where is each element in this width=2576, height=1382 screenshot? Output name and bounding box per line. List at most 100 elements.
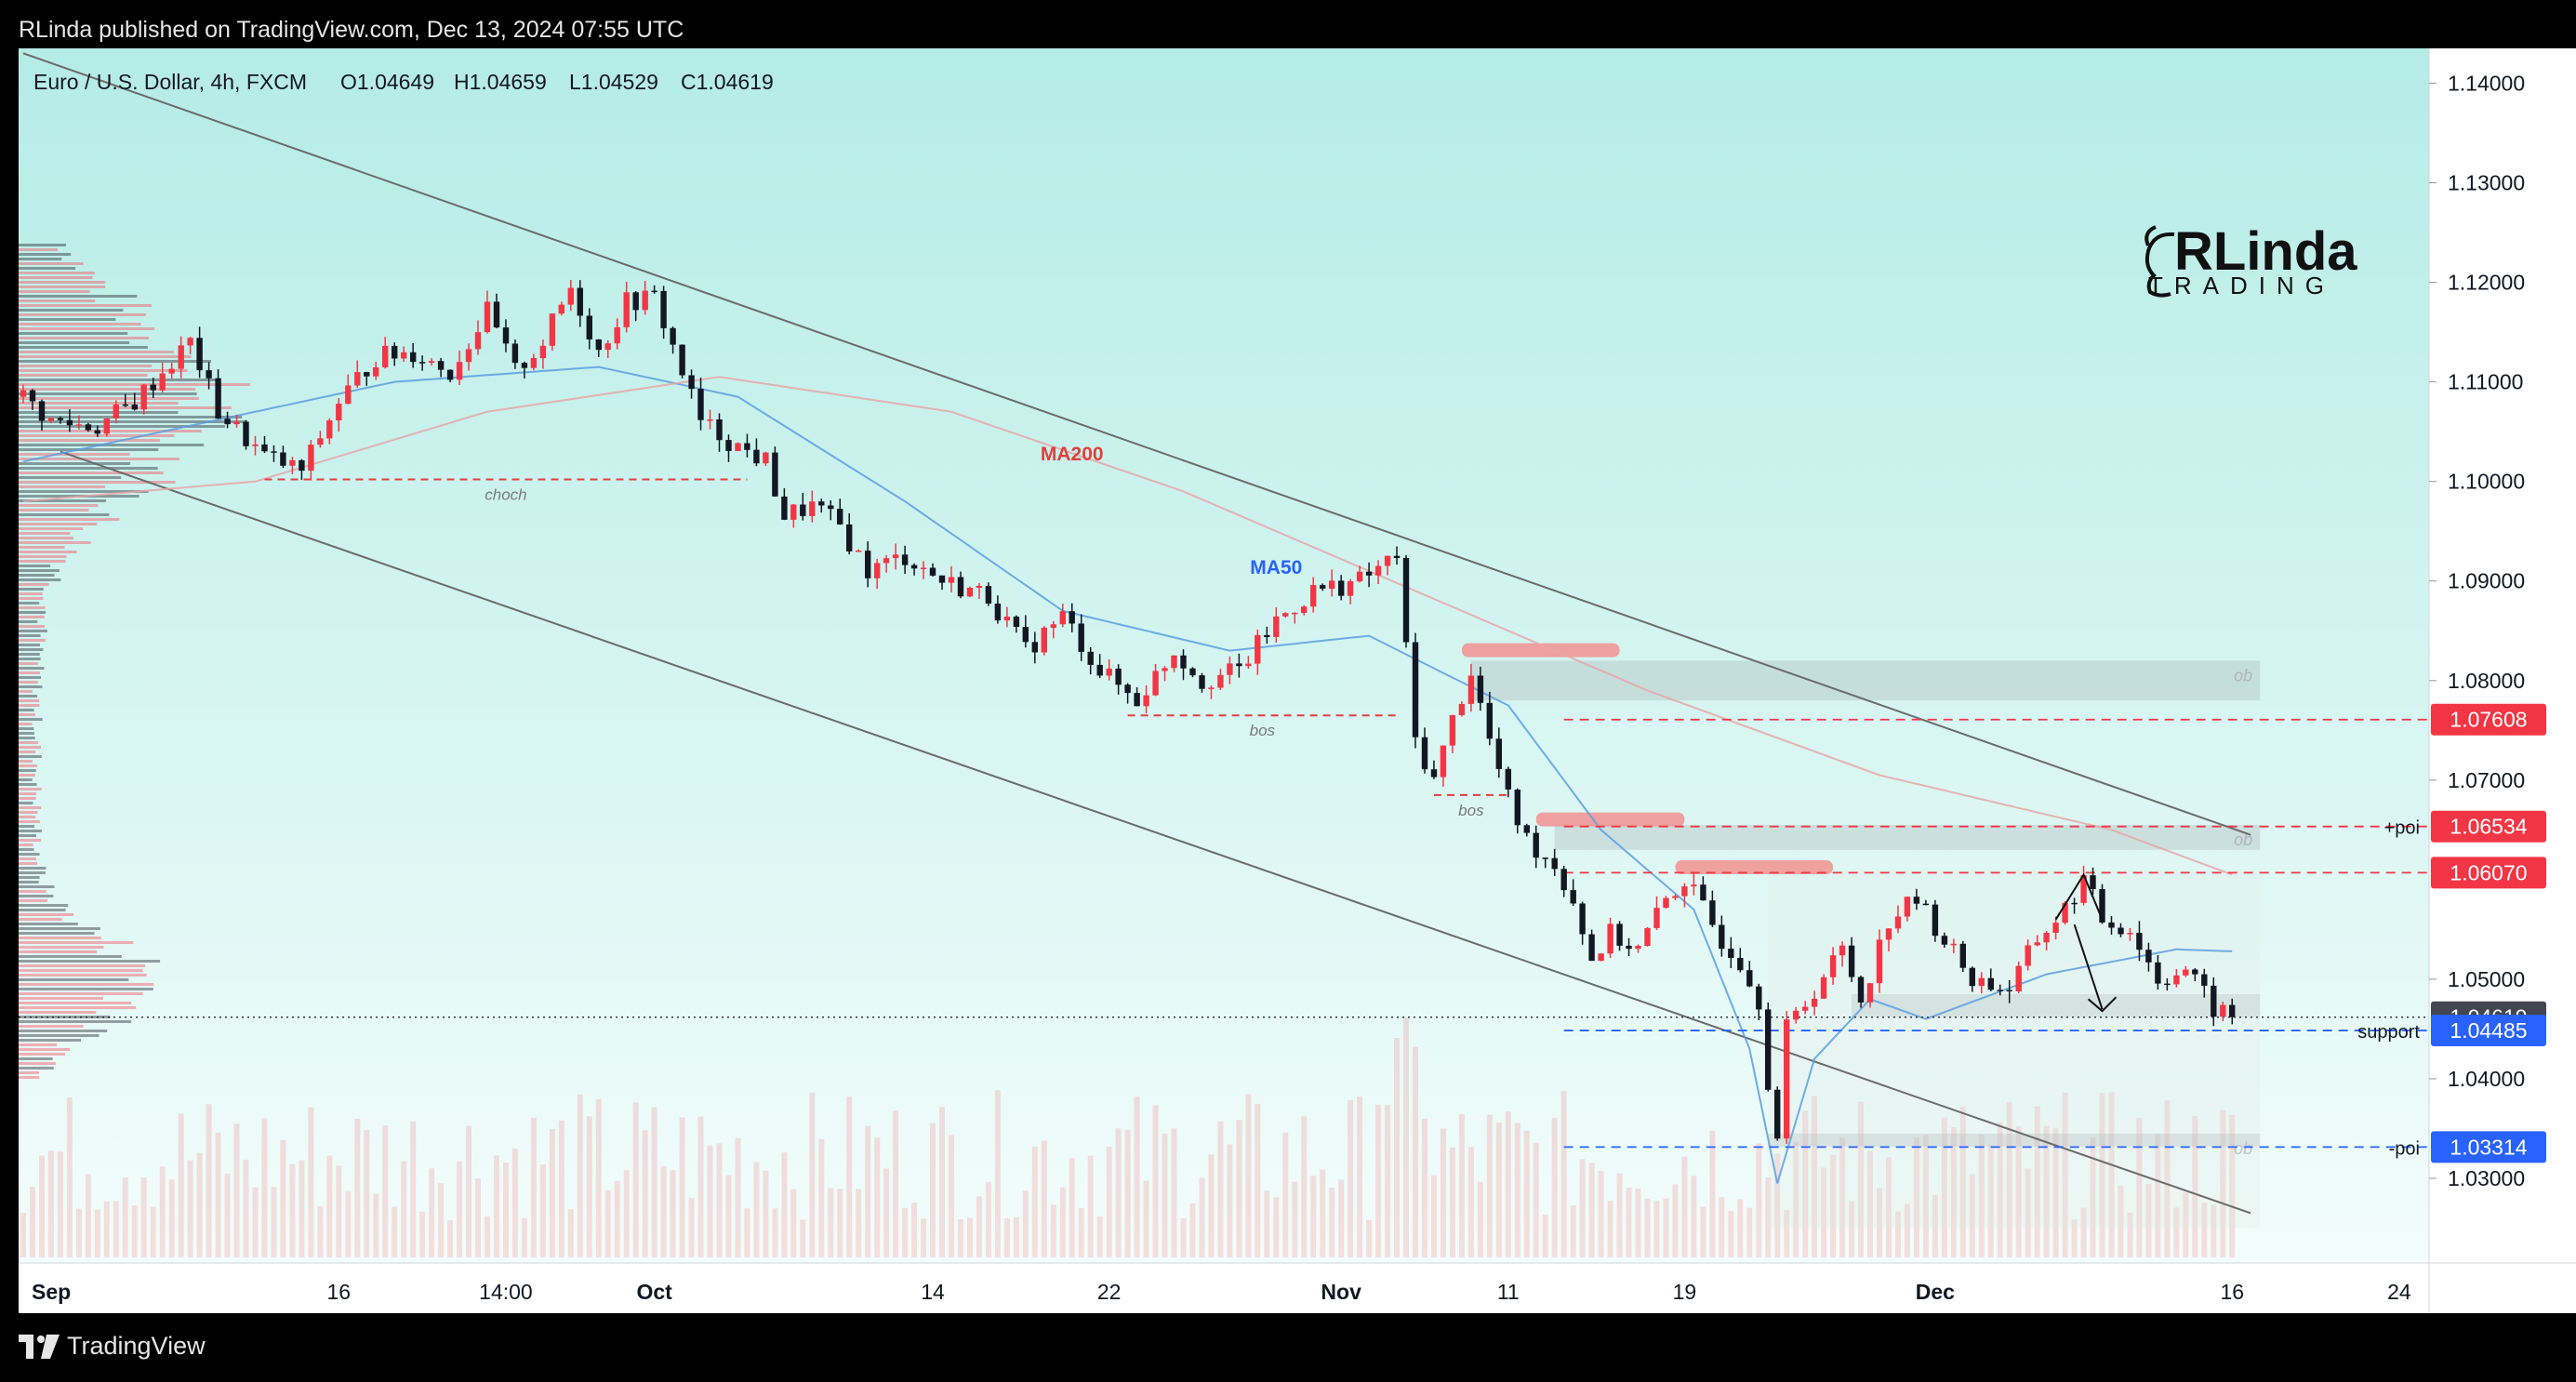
volume-bar (753, 1162, 760, 1257)
volume-bar (1180, 1218, 1187, 1257)
volume-bar (1162, 1133, 1168, 1257)
volume-bar (1784, 1210, 1790, 1257)
price-axis[interactable]: 1.076081.065341.060701.046191.044851.033… (2429, 71, 2546, 1190)
candle-body (418, 362, 426, 364)
volume-bar (30, 1187, 35, 1257)
candle-body (651, 290, 657, 293)
volume-bar (1486, 1114, 1493, 1257)
volume-bar (382, 1125, 389, 1257)
volume-bar (586, 1116, 592, 1257)
volume-bar (39, 1155, 45, 1257)
profile-bar (19, 555, 67, 558)
profile-bar (19, 671, 40, 674)
volume-bar (1672, 1184, 1679, 1257)
profile-bar (19, 620, 38, 623)
volume-bar (2192, 1116, 2198, 1257)
candle-body (502, 327, 510, 344)
profile-bar (19, 955, 122, 958)
published-text: RLinda published on TradingView.com, Dec… (19, 17, 684, 43)
candle-body (707, 419, 713, 421)
volume-bar (1124, 1129, 1131, 1257)
volume-bar (1607, 1201, 1613, 1257)
candle-body (2052, 923, 2059, 933)
volume-bar (485, 1216, 490, 1257)
volume-bar (1255, 1103, 1261, 1257)
profile-bar (19, 337, 149, 339)
volume-bar (364, 1130, 370, 1257)
volume-bar (1802, 1110, 1809, 1257)
projection-arrow-head (2054, 872, 2104, 921)
candle-body (1885, 928, 1892, 940)
volume-bar (1134, 1096, 1140, 1257)
ob-zone-label: ob (2234, 1139, 2252, 1158)
volume-bar (1366, 1219, 1373, 1257)
volume-bar (289, 1163, 296, 1257)
volume-bar (539, 1164, 546, 1257)
profile-bar (19, 634, 41, 637)
candle-body (1542, 857, 1548, 859)
candle-body (2034, 942, 2040, 946)
volume-bar (604, 1190, 611, 1257)
ohlc-high: H1.04659 (454, 70, 547, 94)
volume-bar (20, 1213, 26, 1257)
profile-bar (19, 402, 179, 405)
volume-bar (326, 1155, 333, 1257)
profile-bar (19, 895, 54, 897)
profile-bar (19, 630, 47, 632)
profile-bar (19, 546, 65, 549)
volume-bar (1338, 1179, 1345, 1257)
tradingview-logo[interactable]: TradingView (19, 1332, 206, 1361)
candle-body (122, 404, 128, 406)
volume-bar (1959, 1106, 1966, 1257)
x-tick-label: Dec (1916, 1280, 1955, 1304)
volume-bar (1950, 1127, 1957, 1257)
candle-body (1598, 953, 1604, 962)
volume-bar (1895, 1211, 1901, 1257)
watermark-logo: RLinda TRADING (2144, 221, 2357, 299)
volume-bar (781, 1152, 788, 1257)
candle-body (1301, 606, 1308, 613)
candle-body (1560, 869, 1567, 891)
profile-bar (19, 518, 120, 521)
volume-bar (2118, 1185, 2124, 1257)
candle-body (781, 496, 788, 520)
time-axis[interactable]: Sep 16 14:00 Oct 14 22 Nov 11 19 Dec 16 24 (32, 1280, 2411, 1304)
candle-body (308, 445, 314, 472)
candle-body (1059, 611, 1066, 625)
volume-bar (419, 1211, 426, 1257)
profile-bar (19, 690, 33, 693)
candle-body (1728, 949, 1734, 958)
projection-area (1768, 870, 2261, 1229)
profile-bar (19, 639, 46, 642)
volume-bar (744, 1208, 750, 1257)
candle-body (326, 420, 333, 439)
profile-bar (19, 467, 158, 470)
profile-bar (19, 1067, 54, 1070)
profile-bar (19, 992, 143, 995)
profile-bar (19, 420, 247, 423)
volume-bar (47, 1150, 54, 1257)
candle-body (1208, 687, 1215, 689)
volume-bar (271, 1187, 277, 1257)
volume-bar (1031, 1146, 1038, 1257)
supply-mark (1675, 860, 1834, 875)
profile-bar (19, 509, 89, 512)
candle-body (670, 327, 676, 345)
volume-bar (828, 1188, 834, 1257)
profile-bar (19, 946, 104, 949)
volume-bar (1877, 1188, 1882, 1257)
volume-bar (1626, 1187, 1632, 1257)
volume-bar (1904, 1203, 1910, 1257)
ohlc-low: L1.04529 (569, 70, 658, 94)
candle-body (140, 384, 147, 410)
candle-body (1199, 675, 1205, 689)
volume-bar (1440, 1128, 1446, 1257)
candle-body (1829, 955, 1837, 977)
volume-bar (772, 1208, 778, 1257)
volume-bar (2201, 1203, 2208, 1257)
candle-body (271, 451, 277, 453)
profile-bar (19, 588, 44, 591)
profile-bar (19, 616, 45, 618)
profile-bar (19, 597, 44, 600)
price-chart[interactable]: ob ob ob +poi support -poi choch bos bos MA200 M… (19, 48, 2576, 1313)
